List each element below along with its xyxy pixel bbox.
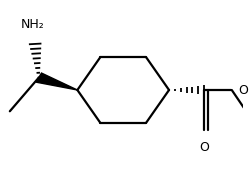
Text: O: O	[199, 141, 209, 154]
Text: NH₂: NH₂	[21, 18, 44, 31]
Polygon shape	[36, 73, 77, 90]
Text: O: O	[238, 84, 248, 96]
